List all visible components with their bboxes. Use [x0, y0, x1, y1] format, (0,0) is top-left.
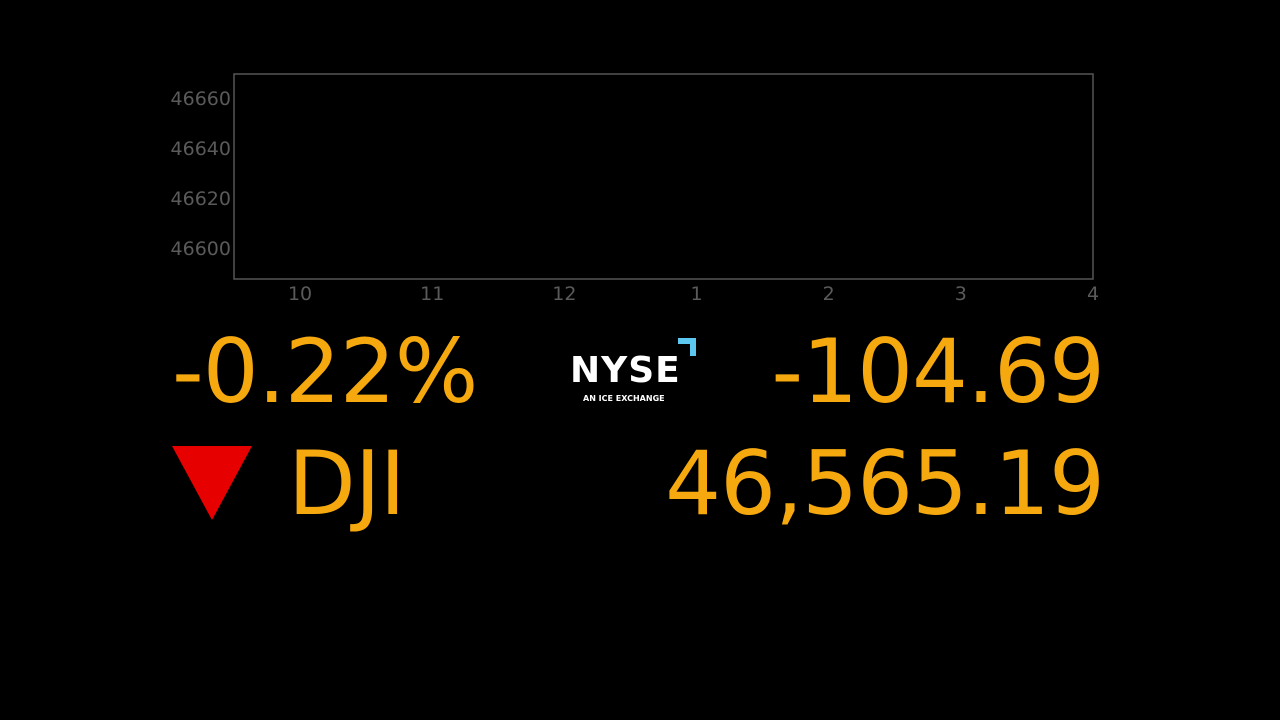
x-tick-label: 4 — [1087, 283, 1099, 305]
logo-corner-icon — [678, 338, 696, 356]
x-tick-label: 11 — [420, 283, 444, 305]
y-tick-label: 46600 — [171, 238, 231, 260]
y-tick-label: 46660 — [171, 88, 231, 110]
index-price: 46,565.19 — [665, 432, 1105, 535]
down-triangle-icon — [172, 446, 252, 520]
nyse-logo: NYSE AN ICE EXCHANGE — [570, 336, 710, 406]
ticker-symbol: DJI — [288, 432, 406, 535]
logo-wordmark: NYSE — [570, 350, 681, 391]
percent-change: -0.22% — [172, 320, 478, 423]
x-tick-label: 3 — [955, 283, 967, 305]
plot-frame — [233, 73, 1094, 280]
y-tick-label: 46640 — [171, 138, 231, 160]
x-tick-label: 12 — [552, 283, 576, 305]
point-change: -104.69 — [771, 320, 1105, 423]
x-tick-label: 10 — [288, 283, 312, 305]
y-tick-label: 46620 — [171, 188, 231, 210]
x-tick-label: 2 — [823, 283, 835, 305]
logo-tagline: AN ICE EXCHANGE — [583, 394, 665, 403]
x-tick-label: 1 — [690, 283, 702, 305]
